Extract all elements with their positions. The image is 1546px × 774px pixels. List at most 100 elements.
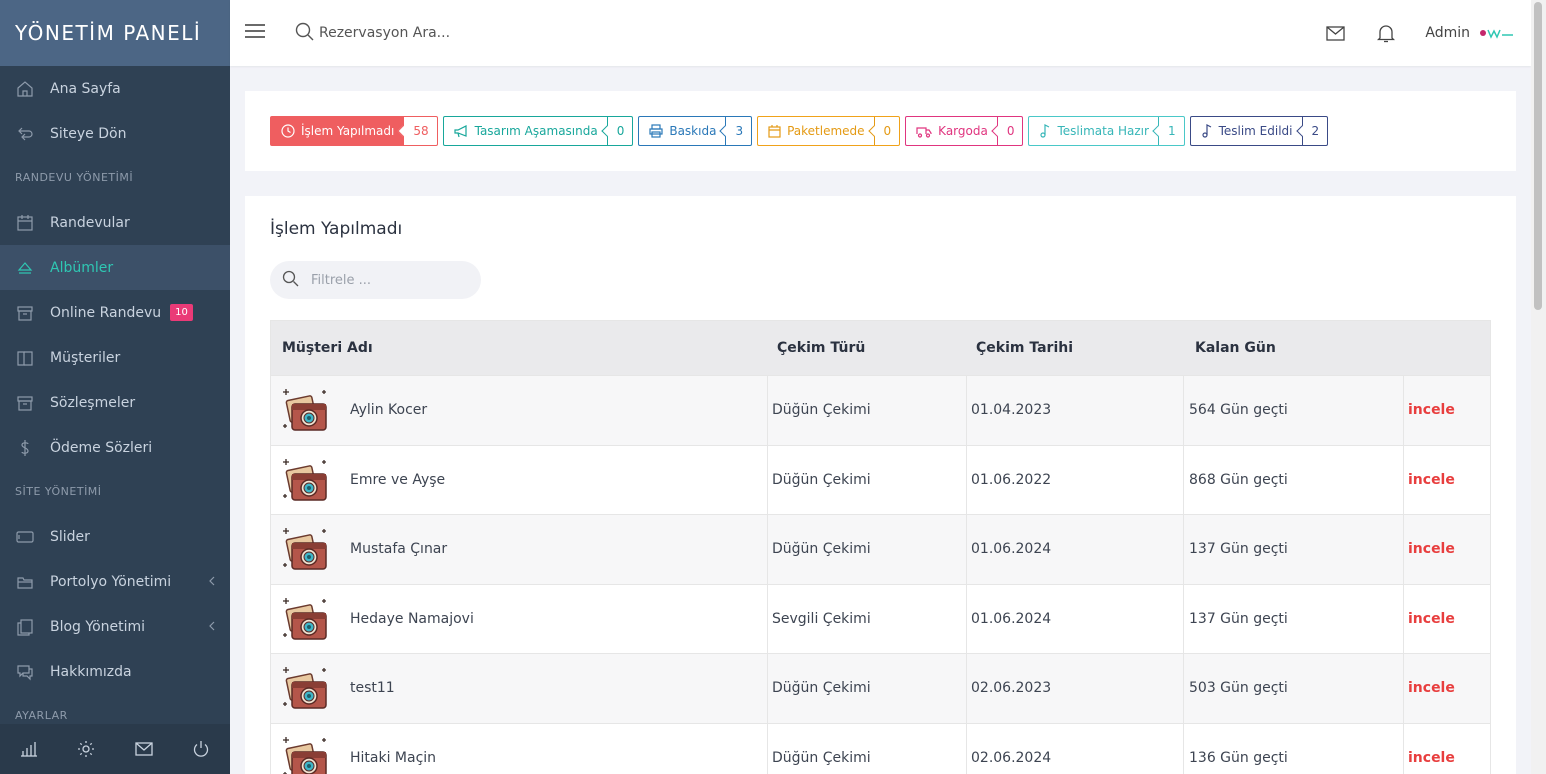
incele-link[interactable]: incele xyxy=(1408,541,1455,558)
chip-count: 0 xyxy=(606,117,633,145)
sidebar-item-albumler[interactable]: Albümler xyxy=(0,245,230,290)
sidebar-item-label: Siteye Dön xyxy=(50,125,127,142)
sidebar-item-musteriler[interactable]: Müşteriler xyxy=(0,335,230,380)
customer-name: test11 xyxy=(350,680,395,697)
table-row: test11 Düğün Çekimi 02.06.2023 503 Gün g… xyxy=(271,653,1490,723)
camera-avatar-icon xyxy=(282,456,330,504)
incele-link[interactable]: incele xyxy=(1408,680,1455,697)
shoot-date-cell: 02.06.2023 xyxy=(966,654,1183,723)
page-scrollbar[interactable] xyxy=(1531,0,1546,774)
dollar-icon xyxy=(15,438,35,458)
bell-icon[interactable] xyxy=(1377,24,1396,43)
incele-link[interactable]: incele xyxy=(1408,471,1455,488)
chevron-left-icon xyxy=(208,575,216,591)
status-chip-teslim-edildi[interactable]: Teslim Edildi 2 xyxy=(1189,116,1329,146)
incele-link[interactable]: incele xyxy=(1408,610,1455,627)
sidebar-item-blog[interactable]: Blog Yönetimi xyxy=(0,604,230,649)
column-header-actions xyxy=(1403,321,1490,375)
sidebar-footer xyxy=(0,724,230,774)
column-header-cekim-tarihi[interactable]: Çekim Tarihi xyxy=(976,340,1074,356)
sidebar-item-online-randevu[interactable]: Online Randevu 10 xyxy=(0,290,230,335)
mail-icon[interactable] xyxy=(115,724,173,774)
section-site-yonetimi: SİTE YÖNETİMİ xyxy=(15,485,102,498)
archive-icon xyxy=(15,393,35,413)
table-row: Hedaye Namajovi Sevgili Çekimi 01.06.202… xyxy=(271,583,1490,653)
table-row: Mustafa Çınar Düğün Çekimi 01.06.2024 13… xyxy=(271,514,1490,584)
scrollbar-thumb[interactable] xyxy=(1534,2,1542,310)
filter-input[interactable] xyxy=(311,272,471,288)
mail-icon[interactable] xyxy=(1326,25,1346,41)
customer-name: Aylin Kocer xyxy=(350,402,428,419)
status-chip-paketlemede[interactable]: Paketlemede 0 xyxy=(757,116,901,146)
camera-avatar-icon xyxy=(282,525,330,573)
power-icon[interactable] xyxy=(173,724,231,774)
remaining-days-cell: 868 Gün geçti xyxy=(1183,445,1403,514)
camera-avatar-icon xyxy=(282,595,330,643)
hamburger-menu-icon[interactable] xyxy=(245,23,265,43)
sidebar-item-label: Müşteriler xyxy=(50,349,121,366)
sidebar-item-ana-sayfa[interactable]: Ana Sayfa xyxy=(0,66,230,111)
customer-cell: Aylin Kocer xyxy=(271,376,767,445)
sidebar-item-siteye-don[interactable]: Siteye Dön xyxy=(0,111,230,156)
incele-link[interactable]: incele xyxy=(1408,749,1455,766)
chip-label: Teslimata Hazır xyxy=(1057,124,1149,138)
printer-icon xyxy=(649,124,663,138)
column-header-musteri-adi[interactable]: Müşteri Adı xyxy=(282,340,373,356)
shoot-date-cell: 01.06.2022 xyxy=(966,445,1183,514)
column-header-cekim-turu[interactable]: Çekim Türü xyxy=(777,340,866,356)
status-chip-baskida[interactable]: Baskıda 3 xyxy=(638,116,753,146)
sidebar-nav: Ana Sayfa Siteye Dön RANDEVU YÖNETİMİ Ra… xyxy=(0,66,230,738)
music-note-icon xyxy=(1040,124,1050,138)
status-chip-islem-yapilmadi[interactable]: İşlem Yapılmadı 58 xyxy=(270,116,438,146)
chip-count: 1 xyxy=(1157,117,1184,145)
table-row: Hitaki Maçin Düğün Çekimi 02.06.2024 136… xyxy=(271,722,1490,774)
brand-title: YÖNETİM PANELİ xyxy=(0,0,230,66)
shoot-type-cell: Düğün Çekimi xyxy=(767,654,966,723)
admin-username[interactable]: Admin xyxy=(1425,25,1470,41)
album-table: Müşteri Adı Çekim Türü Çekim Tarihi Kala… xyxy=(270,320,1491,774)
remaining-days-cell: 564 Gün geçti xyxy=(1183,376,1403,445)
calendar-icon xyxy=(15,213,35,233)
remaining-days-cell: 503 Gün geçti xyxy=(1183,654,1403,723)
chip-label: Baskıda xyxy=(669,124,717,138)
sidebar-item-randevular[interactable]: Randevular xyxy=(0,200,230,245)
archive-icon xyxy=(15,303,35,323)
table-row: Aylin Kocer Düğün Çekimi 01.04.2023 564 … xyxy=(271,375,1490,445)
sidebar: YÖNETİM PANELİ Ana Sayfa Siteye Dön RAND… xyxy=(0,0,230,774)
remaining-days-cell: 136 Gün geçti xyxy=(1183,723,1403,774)
status-chip-tasarim[interactable]: Tasarım Aşamasında 0 xyxy=(442,116,634,146)
chip-count: 0 xyxy=(996,117,1023,145)
chip-label: Tasarım Aşamasında xyxy=(474,124,598,138)
shoot-type-cell: Sevgili Çekimi xyxy=(767,584,966,653)
shoot-type-cell: Düğün Çekimi xyxy=(767,723,966,774)
chevron-left-icon xyxy=(208,620,216,636)
sidebar-item-portolyo[interactable]: Portolyo Yönetimi xyxy=(0,559,230,604)
sidebar-item-slider[interactable]: Slider xyxy=(0,514,230,559)
chat-icon xyxy=(15,662,35,682)
incele-link[interactable]: incele xyxy=(1408,402,1455,419)
home-icon xyxy=(15,79,35,99)
status-chip-teslimata-hazir[interactable]: Teslimata Hazır 1 xyxy=(1028,116,1185,146)
stats-icon[interactable] xyxy=(0,724,58,774)
megaphone-icon xyxy=(454,124,467,137)
brand-logo xyxy=(1479,26,1515,40)
sidebar-item-sozlesmeler[interactable]: Sözleşmeler xyxy=(0,380,230,425)
shoot-date-cell: 01.04.2023 xyxy=(966,376,1183,445)
search-icon xyxy=(295,22,314,45)
camera-avatar-icon xyxy=(282,664,330,712)
clock-icon xyxy=(281,124,295,138)
shoot-type-cell: Düğün Çekimi xyxy=(767,376,966,445)
sidebar-item-hakkimizda[interactable]: Hakkımızda xyxy=(0,649,230,694)
customer-cell: Hitaki Maçin xyxy=(271,724,767,774)
table-header: Müşteri Adı Çekim Türü Çekim Tarihi Kala… xyxy=(271,321,1490,375)
truck-icon xyxy=(916,126,932,138)
column-header-kalan-gun[interactable]: Kalan Gün xyxy=(1195,340,1276,356)
action-cell: incele xyxy=(1403,515,1490,584)
return-icon xyxy=(15,124,35,144)
reservation-search-input[interactable] xyxy=(319,25,619,41)
status-chip-kargoda[interactable]: Kargoda 0 xyxy=(905,116,1024,146)
header-actions: Admin xyxy=(1296,24,1515,43)
sidebar-item-odeme-sozleri[interactable]: Ödeme Sözleri xyxy=(0,425,230,470)
sidebar-item-label: Ödeme Sözleri xyxy=(50,439,153,456)
settings-icon[interactable] xyxy=(58,724,116,774)
